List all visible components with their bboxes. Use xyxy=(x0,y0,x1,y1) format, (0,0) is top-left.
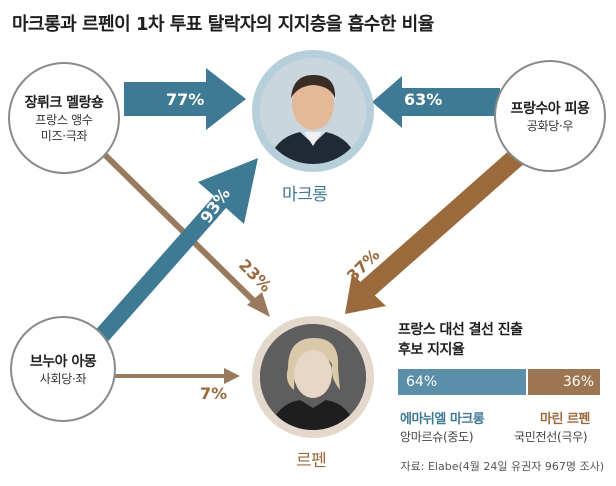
source-orientation-melenchon: 미즈·극좌 xyxy=(40,129,88,143)
macron-label: 마크롱 xyxy=(282,185,328,205)
source-name-fillon: 프랑수아 피용 xyxy=(510,101,590,117)
support-bar-macron: 64% xyxy=(398,369,526,395)
source-note: 자료: Elabe(4월 24일 유권자 967명 조사) xyxy=(400,460,604,473)
flow-hamon-lepen xyxy=(112,368,240,384)
source-name-melenchon: 장뤼크 멜랑숑 xyxy=(24,95,104,111)
support-party-lepen: 국민전선(극우) xyxy=(514,430,588,444)
flow-melenchon-lepen xyxy=(97,147,270,317)
source-node-hamon: 브누아 아몽 사회당·좌 xyxy=(10,316,116,422)
support-party-macron: 앙마르슈(중도) xyxy=(400,430,474,444)
macron-portrait xyxy=(252,50,374,172)
flow-melenchon-macron xyxy=(124,68,246,130)
source-node-melenchon: 장뤼크 멜랑숑 프랑스 앵수 미즈·극좌 xyxy=(8,62,120,174)
source-party-melenchon: 프랑스 앵수 xyxy=(35,113,93,127)
lepen-label: 르펜 xyxy=(296,451,327,471)
flow-label-melenchon-macron: 77% xyxy=(166,90,205,109)
lepen-portrait xyxy=(252,316,374,438)
flow-fillon-lepen xyxy=(345,148,526,314)
flow-hamon-macron xyxy=(70,158,258,346)
support-bar-lepen: 36% xyxy=(528,369,600,395)
flow-label-fillon-macron: 63% xyxy=(404,90,443,109)
lepen-silhouette-icon xyxy=(260,324,366,430)
flow-fillon-macron xyxy=(372,76,500,128)
source-node-fillon: 프랑수아 피용 공화당·우 xyxy=(494,60,606,172)
support-title: 프랑스 대선 결선 진출 후보 지지율 xyxy=(398,320,608,360)
source-party-hamon: 사회당·좌 xyxy=(39,372,87,386)
support-title-line1: 프랑스 대선 결선 진출 xyxy=(398,322,523,338)
support-name-macron: 에마뉘엘 마크롱 xyxy=(400,412,485,427)
flow-label-hamon-lepen: 7% xyxy=(200,384,228,403)
macron-silhouette-icon xyxy=(260,58,366,164)
support-name-lepen: 마린 르펜 xyxy=(540,412,590,427)
source-name-hamon: 브누아 아몽 xyxy=(29,354,97,370)
source-party-fillon: 공화당·우 xyxy=(526,119,574,133)
support-title-line2: 후보 지지율 xyxy=(398,342,465,358)
chart-title: 마크롱과 르펜이 1차 투표 탈락자의 지지층을 흡수한 비율 xyxy=(12,14,434,35)
